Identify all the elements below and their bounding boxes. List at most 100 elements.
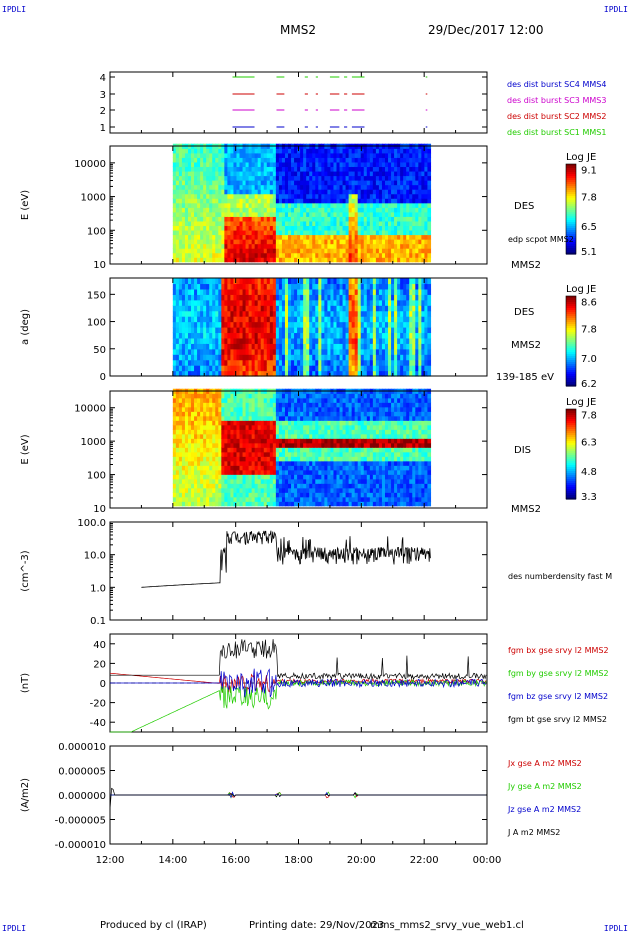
des-energy-cell-62-4 xyxy=(360,239,365,245)
colorbar-title-1: Log JE xyxy=(566,152,596,163)
des-pitch-cell-35-2 xyxy=(278,359,283,366)
des-energy-cell-70-1 xyxy=(384,252,389,258)
des-pitch-cell-11-4 xyxy=(206,348,210,355)
dis-energy-cell-4-23 xyxy=(184,397,189,403)
des-energy-cell-10-4 xyxy=(203,239,207,245)
des-pitch-cell-21-4 xyxy=(236,348,241,355)
des-energy-cell-31-19 xyxy=(266,170,271,177)
des-energy-cell-8-12 xyxy=(197,202,201,208)
des-energy-cell-3-1 xyxy=(181,252,186,258)
des-pitch-cell-76-12 xyxy=(403,305,407,312)
des-energy-cell-37-8 xyxy=(284,220,289,227)
des-pitch-cell-21-5 xyxy=(236,343,241,350)
des-energy-cell-28-6 xyxy=(257,229,262,236)
des-pitch-cell-4-6 xyxy=(184,337,189,344)
des-energy-cell-57-21 xyxy=(345,161,350,168)
dis-energy-cell-10-5 xyxy=(203,478,207,484)
des-energy-cell-29-17 xyxy=(260,180,265,186)
des-pitch-cell-24-14 xyxy=(245,294,250,301)
des-energy-cell-44-4 xyxy=(306,239,310,245)
des-energy-cell-64-2 xyxy=(366,248,371,254)
colorbar-title-2: Log JE xyxy=(566,284,596,295)
des-energy-cell-24-8 xyxy=(245,220,250,227)
des-pitch-cell-45-16 xyxy=(309,283,313,290)
des-pitch-cell-11-3 xyxy=(206,354,210,361)
des-energy-cell-0-2 xyxy=(172,248,177,254)
des-energy-cell-83-3 xyxy=(424,243,429,249)
dis-energy-cell-25-3 xyxy=(248,487,253,493)
des-energy-cell-56-11 xyxy=(342,207,347,213)
des-energy-cell-17-10 xyxy=(224,211,228,217)
dis-energy-cell-5-0 xyxy=(187,501,192,507)
des-pitch-cell-61-8 xyxy=(357,327,362,334)
des-energy-cell-6-21 xyxy=(191,161,195,168)
des-energy-cell-46-0 xyxy=(312,257,316,263)
dis-energy-cell-33-20 xyxy=(272,411,277,417)
dis-energy-cell-21-24 xyxy=(236,393,241,399)
des-pitch-cell-52-2 xyxy=(330,359,335,366)
dis-energy-cell-2-7 xyxy=(178,469,183,475)
des-energy-cell-61-23 xyxy=(357,152,362,158)
dis-energy-cell-2-11 xyxy=(178,451,183,457)
dis-energy-cell-9-23 xyxy=(200,397,204,403)
des-pitch-cell-26-10 xyxy=(251,316,256,323)
des-pitch-cell-74-14 xyxy=(397,294,401,301)
des-energy-cell-47-22 xyxy=(315,157,319,163)
des-pitch-cell-73-11 xyxy=(394,310,398,317)
des-energy-cell-29-24 xyxy=(260,148,265,154)
des-energy-cell-83-24 xyxy=(424,148,429,154)
des-energy-cell-42-21 xyxy=(300,161,304,168)
des-pitch-cell-24-2 xyxy=(245,359,250,366)
dis-energy-cell-11-15 xyxy=(206,433,210,439)
dis-energy-cell-13-10 xyxy=(212,456,216,462)
des-energy-cell-33-9 xyxy=(272,216,277,222)
des-pitch-cell-35-0 xyxy=(278,370,283,377)
des-energy-cell-33-16 xyxy=(272,184,277,190)
dis-energy-cell-4-7 xyxy=(184,469,189,475)
des-energy-cell-39-13 xyxy=(291,198,295,204)
des-pitch-cell-0-15 xyxy=(172,288,177,295)
colorbar-swatch-1-38 xyxy=(566,240,576,243)
des-energy-cell-36-9 xyxy=(281,216,286,222)
des-energy-cell-44-23 xyxy=(306,152,310,158)
des-pitch-cell-33-13 xyxy=(272,299,277,306)
des-energy-cell-21-8 xyxy=(236,220,241,227)
dis-energy-cell-16-9 xyxy=(221,460,225,466)
des-pitch-cell-10-0 xyxy=(203,370,207,377)
des-pitch-cell-26-8 xyxy=(251,327,256,334)
des-pitch-cell-37-0 xyxy=(284,370,289,377)
des-pitch-cell-61-1 xyxy=(357,365,362,372)
des-pitch-cell-36-5 xyxy=(281,343,286,350)
dis-energy-cell-23-4 xyxy=(242,483,247,489)
dis-energy-cell-14-1 xyxy=(215,496,219,502)
des-energy-cell-48-20 xyxy=(318,166,322,172)
des-energy-cell-23-8 xyxy=(242,220,247,227)
dis-energy-cell-17-6 xyxy=(224,474,228,480)
dis-energy-cell-30-0 xyxy=(263,501,268,507)
dis-energy-cell-29-11 xyxy=(260,451,265,457)
dis-energy-cell-12-8 xyxy=(209,465,213,471)
des-energy-cell-78-16 xyxy=(409,184,413,190)
des-energy-cell-75-13 xyxy=(400,198,404,204)
des-energy-cell-6-3 xyxy=(191,243,195,249)
dis-energy-cell-37-12 xyxy=(284,447,289,453)
dis-energy-cell-21-8 xyxy=(236,465,241,471)
dis-energy-cell-32-16 xyxy=(269,429,274,435)
des-energy-cell-52-8 xyxy=(330,220,335,227)
des-energy-cell-7-23 xyxy=(194,152,198,158)
des-pitch-cell-59-14 xyxy=(351,294,356,301)
des-energy-cell-62-7 xyxy=(360,225,365,231)
des-energy-cell-50-14 xyxy=(324,193,329,199)
des-pitch-cell-51-4 xyxy=(327,348,332,355)
dis-energy-cell-5-20 xyxy=(187,411,192,417)
dis-energy-cell-36-22 xyxy=(281,402,286,408)
des-pitch-cell-39-9 xyxy=(291,321,295,328)
des-energy-cell-11-17 xyxy=(206,180,210,186)
des-energy-cell-67-21 xyxy=(375,161,380,168)
des-energy-cell-39-22 xyxy=(291,157,295,163)
des-pitch-cell-0-9 xyxy=(172,321,177,328)
des-energy-cell-84-11 xyxy=(427,207,432,213)
des-energy-cell-82-17 xyxy=(421,180,425,186)
des-energy-cell-76-5 xyxy=(403,234,407,240)
des-energy-cell-37-0 xyxy=(284,257,289,263)
